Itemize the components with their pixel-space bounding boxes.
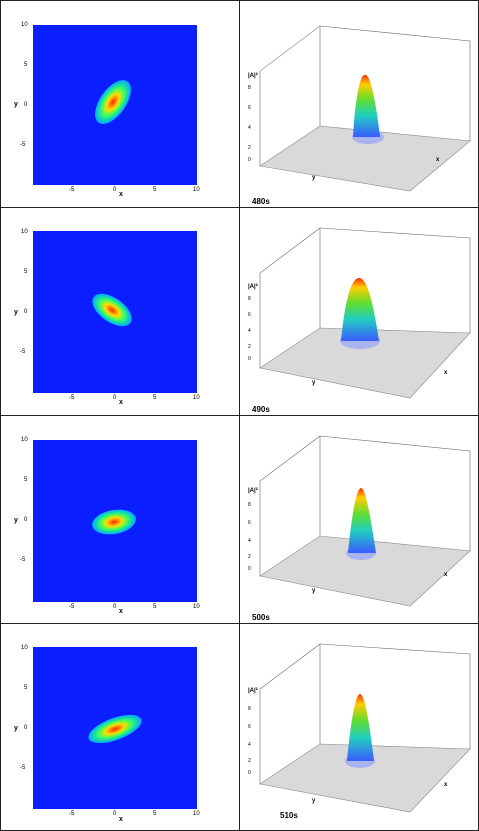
- z-tick-6: 6: [248, 105, 251, 111]
- y-tick-0: 0: [24, 725, 28, 731]
- y-tick-m5: -5: [20, 142, 26, 148]
- z-tick-4: 4: [248, 328, 251, 334]
- x-tick-10: 10: [193, 604, 200, 610]
- time-label: 490s: [252, 405, 270, 414]
- x-tick-10: 10: [193, 395, 200, 401]
- y-axis-label: y: [14, 309, 18, 316]
- time-label: 500s: [252, 613, 270, 622]
- x-tick-5: 5: [153, 811, 157, 817]
- y-tick-5: 5: [24, 62, 28, 68]
- y3d-axis-label: y: [312, 175, 316, 181]
- surface-panel-510: |A|² 8 6 4 2 0 y x 510s: [239, 623, 479, 831]
- x-tick-10: 10: [193, 187, 200, 193]
- y-axis-label: y: [14, 517, 18, 524]
- z-tick-6: 6: [248, 724, 251, 730]
- y3d-axis-label: y: [312, 588, 316, 594]
- x-tick-5: 5: [153, 395, 157, 401]
- y-tick-10: 10: [21, 22, 28, 28]
- x3d-axis-label: x: [436, 157, 440, 163]
- contour-panel-510: y x 10 5 0 -5 -5 0 5 10: [0, 623, 240, 831]
- z-tick-0: 0: [248, 566, 251, 572]
- z-tick-4: 4: [248, 538, 251, 544]
- y-tick-10: 10: [21, 437, 28, 443]
- y-tick-0: 0: [24, 517, 28, 523]
- z-tick-2: 2: [248, 554, 251, 560]
- y-tick-10: 10: [21, 229, 28, 235]
- z-tick-2: 2: [248, 145, 251, 151]
- surface-panel-500: |A|² 8 6 4 2 0 y x 500s: [239, 415, 479, 624]
- y3d-axis-label: y: [312, 380, 316, 386]
- surface-plot-490: |A|² 8 6 4 2 0 y x 490s: [248, 227, 471, 414]
- z-tick-8: 8: [248, 502, 251, 508]
- surface-panel-480: |A|² 8 6 4 2 0 y x 480s: [239, 0, 479, 208]
- x-tick-5: 5: [153, 604, 157, 610]
- y3d-axis-label: y: [312, 798, 316, 804]
- contour-panel-490: y x 10 5 0 -5 -5 0 5 10: [0, 207, 240, 416]
- x-tick-0: 0: [113, 395, 117, 401]
- y-tick-m5: -5: [20, 557, 26, 563]
- x-tick-0: 0: [113, 811, 117, 817]
- x-tick-m5: -5: [69, 187, 75, 193]
- y-axis-label: y: [14, 101, 18, 108]
- time-label: 510s: [280, 811, 298, 820]
- x-axis-label: x: [119, 399, 123, 406]
- z-tick-4: 4: [248, 742, 251, 748]
- x3d-axis-label: x: [444, 782, 448, 788]
- z-tick-0: 0: [248, 157, 251, 163]
- x-tick-m5: -5: [69, 604, 75, 610]
- z-tick-2: 2: [248, 758, 251, 764]
- z-tick-6: 6: [248, 312, 251, 318]
- x-axis-label: x: [119, 816, 123, 823]
- z-tick-0: 0: [248, 770, 251, 776]
- x-axis-label: x: [119, 191, 123, 198]
- y-tick-5: 5: [24, 269, 28, 275]
- x3d-axis-label: x: [444, 572, 448, 578]
- y-tick-10: 10: [21, 645, 28, 651]
- surface-panel-490: |A|² 8 6 4 2 0 y x 490s: [239, 207, 479, 416]
- z-axis-label: |A|²: [248, 283, 258, 290]
- y-tick-5: 5: [24, 477, 28, 483]
- surface-plot-500: |A|² 8 6 4 2 0 y x 500s: [248, 435, 471, 622]
- y-axis-label: y: [14, 725, 18, 732]
- x-tick-5: 5: [153, 187, 157, 193]
- contour-panel-500: y x 10 5 0 -5 -5 0 5 10: [0, 415, 240, 624]
- y-tick-5: 5: [24, 685, 28, 691]
- y-tick-m5: -5: [20, 349, 26, 355]
- z-tick-2: 2: [248, 344, 251, 350]
- z-tick-8: 8: [248, 296, 251, 302]
- z-tick-4: 4: [248, 125, 251, 131]
- z-axis-label: |A|²: [248, 487, 258, 494]
- z-tick-6: 6: [248, 520, 251, 526]
- surface-plot-480: |A|² 8 6 4 2 0 y x 480s: [248, 25, 471, 206]
- z-tick-8: 8: [248, 706, 251, 712]
- y-tick-0: 0: [24, 309, 28, 315]
- time-label: 480s: [252, 197, 270, 206]
- x-tick-0: 0: [113, 187, 117, 193]
- z-tick-8: 8: [248, 85, 251, 91]
- x-tick-0: 0: [113, 604, 117, 610]
- x-axis-label: x: [119, 608, 123, 615]
- z-tick-0: 0: [248, 356, 251, 362]
- y-tick-m5: -5: [20, 765, 26, 771]
- surface-plot-510: |A|² 8 6 4 2 0 y x 510s: [248, 643, 471, 820]
- x-tick-10: 10: [193, 811, 200, 817]
- z-axis-label: |A|²: [248, 72, 258, 79]
- z-axis-label: |A|²: [248, 687, 258, 694]
- x3d-axis-label: x: [444, 370, 448, 376]
- x-tick-m5: -5: [69, 395, 75, 401]
- contour-panel-480: y x 10 5 0 -5 -5 0 5 10: [0, 0, 240, 208]
- y-tick-0: 0: [24, 102, 28, 108]
- x-tick-m5: -5: [69, 811, 75, 817]
